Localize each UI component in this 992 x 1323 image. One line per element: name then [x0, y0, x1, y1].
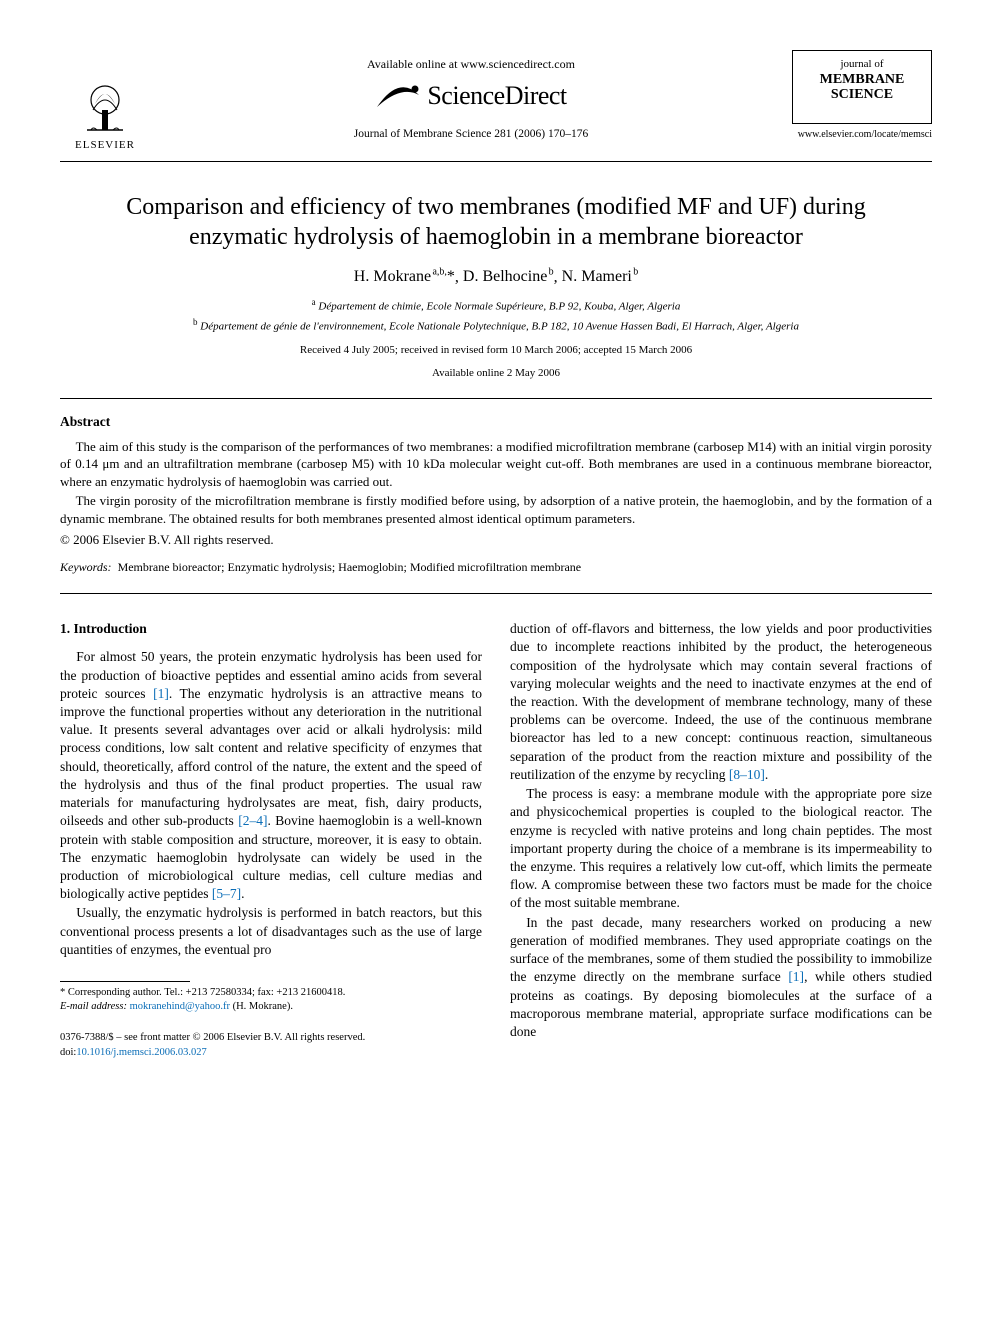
- affiliation-b-text: Département de génie de l'environnement,…: [200, 321, 799, 333]
- journal-url: www.elsevier.com/locate/memsci: [792, 128, 932, 142]
- author-3: N. Mameri b: [562, 268, 639, 285]
- p2c: .: [765, 767, 768, 782]
- journal-line2: MEMBRANE: [797, 72, 927, 87]
- publisher-logo-block: ELSEVIER: [60, 50, 150, 153]
- header-rule: [60, 161, 932, 162]
- front-matter-line: 0376-7388/$ – see front matter © 2006 El…: [60, 1031, 482, 1045]
- intro-para-3: The process is easy: a membrane module w…: [510, 785, 932, 913]
- footnote-rule: [60, 981, 190, 982]
- corr-text: * Corresponding author. Tel.: +213 72580…: [60, 987, 345, 998]
- intro-para-2a: Usually, the enzymatic hydrolysis is per…: [60, 904, 482, 959]
- p2a: Usually, the enzymatic hydrolysis is per…: [60, 905, 482, 956]
- article-available-online: Available online 2 May 2006: [60, 366, 932, 381]
- sciencedirect-swoosh-icon: [375, 81, 421, 111]
- abstract-body: The aim of this study is the comparison …: [60, 438, 932, 528]
- article-history: Received 4 July 2005; received in revise…: [60, 343, 932, 358]
- journal-line1: journal of: [797, 57, 927, 72]
- journal-line3: SCIENCE: [797, 87, 927, 102]
- intro-para-4: In the past decade, many researchers wor…: [510, 914, 932, 1042]
- p2b: duction of off-flavors and bitterness, t…: [510, 621, 932, 782]
- ref-link-1b[interactable]: [1]: [788, 969, 804, 984]
- email-label: E-mail address:: [60, 1001, 127, 1012]
- header-center: Available online at www.sciencedirect.co…: [150, 50, 792, 143]
- section-1-heading: 1. Introduction: [60, 620, 482, 638]
- affiliation-b: b Département de génie de l'environnemen…: [60, 316, 932, 335]
- p1b: . The enzymatic hydrolysis is an attract…: [60, 686, 482, 829]
- left-column-footnote-block: * Corresponding author. Tel.: +213 72580…: [60, 981, 482, 1060]
- journal-title-box: journal of MEMBRANE SCIENCE: [792, 50, 932, 124]
- elsevier-tree-icon: [77, 80, 133, 136]
- keywords-line: Keywords: Membrane bioreactor; Enzymatic…: [60, 559, 932, 575]
- sciencedirect-logo: ScienceDirect: [160, 78, 782, 113]
- doi-label: doi:: [60, 1047, 76, 1058]
- p1d: .: [241, 886, 244, 901]
- intro-para-2b: duction of off-flavors and bitterness, t…: [510, 620, 932, 784]
- ref-link-1[interactable]: [1]: [153, 686, 169, 701]
- keywords-label: Keywords:: [60, 560, 112, 574]
- available-online-text: Available online at www.sciencedirect.co…: [160, 56, 782, 72]
- intro-para-1: For almost 50 years, the protein enzymat…: [60, 648, 482, 903]
- abstract-para-1: The aim of this study is the comparison …: [60, 438, 932, 491]
- publisher-name: ELSEVIER: [75, 138, 135, 153]
- author-email-link[interactable]: mokranehind@yahoo.fr: [130, 1001, 230, 1012]
- email-person: (H. Mokrane).: [233, 1001, 293, 1012]
- abstract-para-2: The virgin porosity of the microfiltrati…: [60, 492, 932, 527]
- article-header: ELSEVIER Available online at www.science…: [60, 50, 932, 153]
- affiliation-a: a Département de chimie, Ecole Normale S…: [60, 296, 932, 315]
- authors-line: H. Mokrane a,b,*, D. Belhocine b, N. Mam…: [60, 266, 932, 288]
- sciencedirect-wordmark: ScienceDirect: [427, 78, 566, 113]
- citation-line: Journal of Membrane Science 281 (2006) 1…: [160, 127, 782, 143]
- keywords-values: Membrane bioreactor; Enzymatic hydrolysi…: [118, 560, 582, 574]
- journal-brand-block: journal of MEMBRANE SCIENCE www.elsevier…: [792, 50, 932, 141]
- ref-link-8-10[interactable]: [8–10]: [729, 767, 765, 782]
- article-title: Comparison and efficiency of two membran…: [90, 192, 902, 252]
- abstract-bottom-rule: [60, 593, 932, 594]
- ref-link-5-7[interactable]: [5–7]: [212, 886, 241, 901]
- affiliation-a-text: Département de chimie, Ecole Normale Sup…: [318, 300, 680, 312]
- abstract-heading: Abstract: [60, 413, 932, 431]
- copyright-line: © 2006 Elsevier B.V. All rights reserved…: [60, 531, 932, 549]
- author-2: D. Belhocine b: [463, 268, 554, 285]
- corresponding-author-footnote: * Corresponding author. Tel.: +213 72580…: [60, 986, 482, 1013]
- ref-link-2-4[interactable]: [2–4]: [238, 813, 267, 828]
- doi-link[interactable]: 10.1016/j.memsci.2006.03.027: [76, 1047, 206, 1058]
- author-1: H. Mokrane a,b,*: [354, 268, 455, 285]
- doi-block: 0376-7388/$ – see front matter © 2006 El…: [60, 1031, 482, 1059]
- abstract-top-rule: [60, 398, 932, 399]
- body-columns: 1. Introduction For almost 50 years, the…: [60, 620, 932, 1060]
